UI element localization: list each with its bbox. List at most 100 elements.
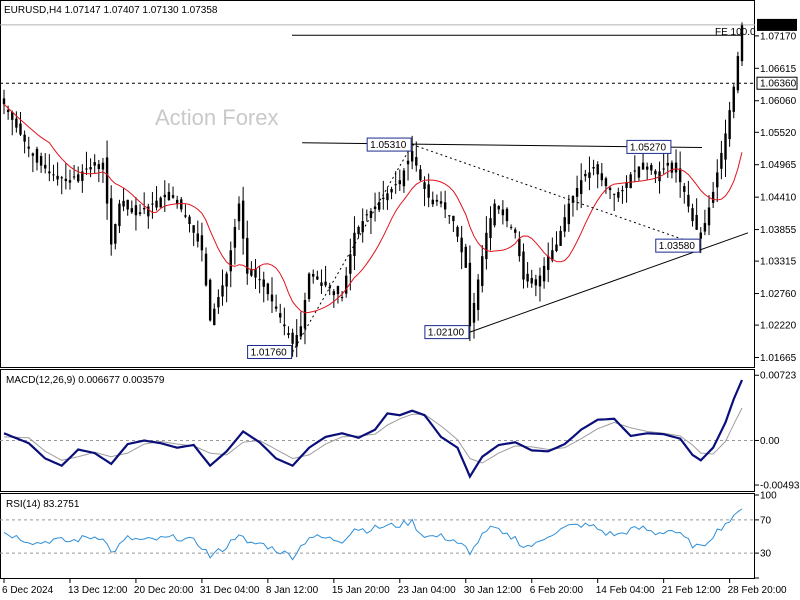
candle-body [394,184,397,186]
price-tick-label: 1.05520 [760,128,797,139]
candle-body [670,162,674,173]
rsi-panel-title: RSI(14) 83.2751 [6,499,80,510]
candle-body [349,254,352,274]
macd-line [3,379,744,480]
candle-body [563,217,566,232]
candle-body [493,203,496,226]
candle-body [31,153,35,156]
candle-body [19,123,22,135]
candle-body [728,110,731,140]
candle-body [547,256,550,270]
candle-body [530,277,533,284]
candle-body [48,171,51,174]
candle-body [456,226,459,237]
candle-body [522,251,525,280]
candle-body [398,180,401,185]
price-tick-label: 1.01665 [760,353,797,364]
price-guide-lines: 1.06360 1.07358 [0,18,798,90]
candle-body [155,200,158,208]
price-panel-frame [0,0,755,368]
candle-body [390,188,393,193]
candle-body [200,235,204,251]
candle-body [505,208,509,222]
rsi-tick-label: 100 [760,491,777,502]
price-axis: 1.07170 1.06615 1.06060 1.05520 1.04965 1.044… [755,31,797,364]
candle-body [402,170,406,187]
candle-body [353,232,356,256]
candle-body [6,109,10,113]
candle-body [56,175,59,180]
time-tick-label: 6 Feb 20:00 [530,585,584,596]
hline-price-box [756,76,798,90]
candle-body [571,195,575,203]
candle-body [241,200,245,239]
candle-body [691,208,694,222]
candle-body [221,285,224,297]
price-tick-label: 1.02220 [760,321,797,332]
candle-body [196,233,199,242]
candle-body [68,180,72,183]
candle-body [15,118,18,128]
price-tick-label: 1.03315 [760,257,797,268]
candle-body [650,164,653,171]
candle-body [361,221,364,233]
candle-body [159,197,162,208]
candle-body [118,203,121,227]
candle-body [580,180,583,195]
candle-body [299,326,303,337]
price-tick-label: 1.04410 [760,193,797,204]
candle-body [180,199,183,210]
candle-body [604,178,608,187]
candle-body [254,268,257,278]
time-tick-label: 15 Jan 20:00 [332,585,390,596]
candle-body [332,291,336,296]
rsi-tick-label: 30 [760,549,772,560]
candle-body [592,167,595,169]
candle-body [122,200,125,207]
time-tick-label: 30 Jan 12:00 [464,585,522,596]
candle-body [188,216,191,225]
candle-body [262,279,265,287]
candle-body [415,157,418,166]
candle-body [23,134,26,142]
candle-body [678,168,682,183]
candle-body [481,256,484,286]
candle-body [534,279,538,286]
candle-body [641,162,645,170]
candle-body [138,212,142,214]
candle-body [39,156,43,166]
candle-body [460,237,463,253]
candle-body [608,187,612,190]
candle-body [345,275,348,294]
pivot-label-box [626,139,672,154]
price-tick-label: 1.04965 [760,160,797,171]
candle-body [427,184,430,198]
dotted-swing-line [292,144,413,353]
candle-body [93,162,96,166]
candle-body [423,182,426,189]
watermark: Action Forex [155,105,279,130]
candles [2,22,744,358]
candle-body [489,218,492,238]
candle-body [654,170,657,175]
candle-body [81,171,84,181]
candle-body [699,232,702,239]
candle-body [320,282,323,286]
candle-body [509,226,513,228]
candle-body [134,205,138,216]
candle-body [711,191,715,203]
candle-body [645,166,649,170]
time-tick-label: 21 Feb 12:00 [662,585,721,596]
candle-body [64,178,68,182]
candle-body [77,174,80,182]
candle-body [295,335,298,347]
candle-body [287,333,290,336]
candle-body [431,199,434,205]
candle-body [485,232,488,260]
price-tick-label: 1.03855 [760,225,797,236]
price-tick-label: 1.06060 [760,96,797,107]
candle-body [237,203,241,222]
candle-body [217,297,220,308]
candle-body [703,223,707,232]
candle-body [567,203,571,225]
